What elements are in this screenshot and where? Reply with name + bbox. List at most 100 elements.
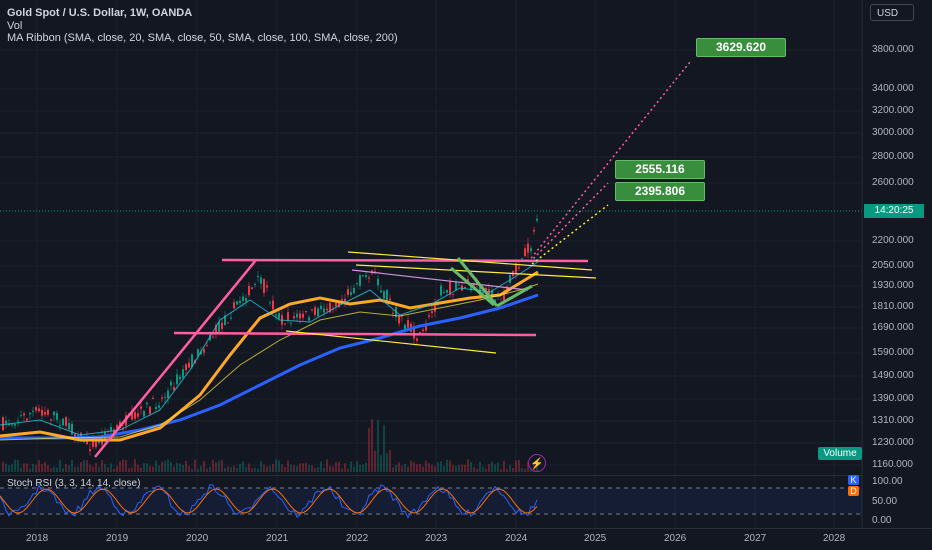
volume-bar [23, 463, 25, 472]
currency-selector[interactable]: USD [870, 4, 914, 21]
candle [335, 302, 337, 307]
volume-bar [86, 460, 88, 472]
volume-bar [119, 461, 121, 472]
candle [509, 275, 511, 283]
vol-indicator-label[interactable]: Vol [7, 20, 23, 32]
volume-bar [329, 465, 331, 472]
candle [230, 317, 232, 319]
volume-bar [254, 467, 256, 472]
volume-bar [374, 450, 376, 472]
volume-bar [308, 465, 310, 472]
volume-bar [137, 464, 139, 472]
volume-bar [5, 463, 7, 472]
candle [320, 305, 322, 310]
volume-bar [404, 463, 406, 472]
volume-bar [449, 460, 451, 472]
time-axis-label: 2025 [584, 533, 607, 544]
target-label-2395: 2395.806 [615, 182, 705, 201]
candle [485, 287, 487, 291]
volume-bar [26, 463, 28, 472]
candle [455, 281, 457, 291]
volume-bar [314, 468, 316, 472]
volume-bar [458, 465, 460, 472]
candle [158, 405, 160, 408]
volume-bar [56, 467, 58, 472]
volume-bar [194, 459, 196, 472]
volume-bar [272, 464, 274, 472]
volume-bar [353, 466, 355, 472]
volume-bar [395, 464, 397, 472]
candle [227, 322, 229, 324]
stoch-rsi-label[interactable]: Stoch RSI (3, 3, 14, 14, close) [7, 478, 141, 489]
symbol-title[interactable]: Gold Spot / U.S. Dollar, 1W, OANDA [7, 7, 193, 19]
volume-bar [128, 468, 130, 472]
time-axis-label: 2026 [664, 533, 687, 544]
volume-bar [410, 460, 412, 472]
candle [8, 423, 10, 425]
candle [491, 290, 493, 298]
candle [212, 336, 214, 338]
candle [389, 298, 391, 301]
volume-bar [284, 467, 286, 472]
green-flag-bottom [450, 266, 495, 307]
volume-bar [317, 466, 319, 472]
stoch-axis-100: 100.00 [872, 476, 903, 487]
candle [266, 285, 268, 288]
volume-bar [335, 462, 337, 472]
candle [431, 311, 433, 314]
candle [434, 303, 436, 312]
volume-bar [257, 468, 259, 472]
volume-bar [401, 465, 403, 472]
ma-100-line [0, 283, 539, 441]
candle [290, 322, 292, 324]
ma-ribbon-label[interactable]: MA Ribbon (SMA, close, 20, SMA, close, 5… [7, 32, 398, 44]
volume-bar [206, 468, 208, 472]
price-axis-label: 1690.000 [872, 322, 914, 333]
volume-bar [311, 465, 313, 472]
lightning-icon[interactable]: ⚡ [528, 454, 546, 472]
candle [155, 407, 157, 410]
gridlines [0, 0, 862, 528]
candle [386, 289, 388, 301]
candle [257, 276, 259, 278]
candle [239, 300, 241, 304]
volume-bar [326, 459, 328, 472]
volume-bar [92, 466, 94, 472]
volume-bar [212, 459, 214, 472]
candle [224, 315, 226, 326]
candle [173, 387, 175, 391]
price-axis-label: 1490.000 [872, 370, 914, 381]
volume-bar [8, 465, 10, 472]
candle [233, 302, 235, 309]
volume-bar [14, 459, 16, 472]
candle [218, 321, 220, 332]
projection-2555 [529, 182, 609, 263]
volume-bar [479, 462, 481, 472]
volume-bar [209, 466, 211, 472]
green-flag-right [496, 284, 533, 308]
candle [278, 312, 280, 319]
volume-bar [251, 468, 253, 472]
volume-badge[interactable]: Volume [818, 447, 862, 460]
ma-200-line [0, 293, 539, 440]
volume-bar [356, 461, 358, 472]
volume-bar [122, 459, 124, 472]
volume-bar [281, 464, 283, 472]
candle [428, 315, 430, 317]
pink-support-line [173, 331, 537, 337]
volume-bar [179, 463, 181, 472]
candle [59, 424, 61, 426]
candle [74, 433, 76, 438]
candle [92, 440, 94, 447]
volume-bar [89, 464, 91, 472]
candle [245, 297, 247, 302]
volume-bar [521, 468, 523, 472]
volume-bar [131, 467, 133, 472]
volume-bar [50, 468, 52, 472]
volume-bar [320, 461, 322, 472]
volume-bar [218, 460, 220, 472]
candle [377, 278, 379, 286]
candle [383, 291, 385, 299]
volume-bar [407, 466, 409, 472]
